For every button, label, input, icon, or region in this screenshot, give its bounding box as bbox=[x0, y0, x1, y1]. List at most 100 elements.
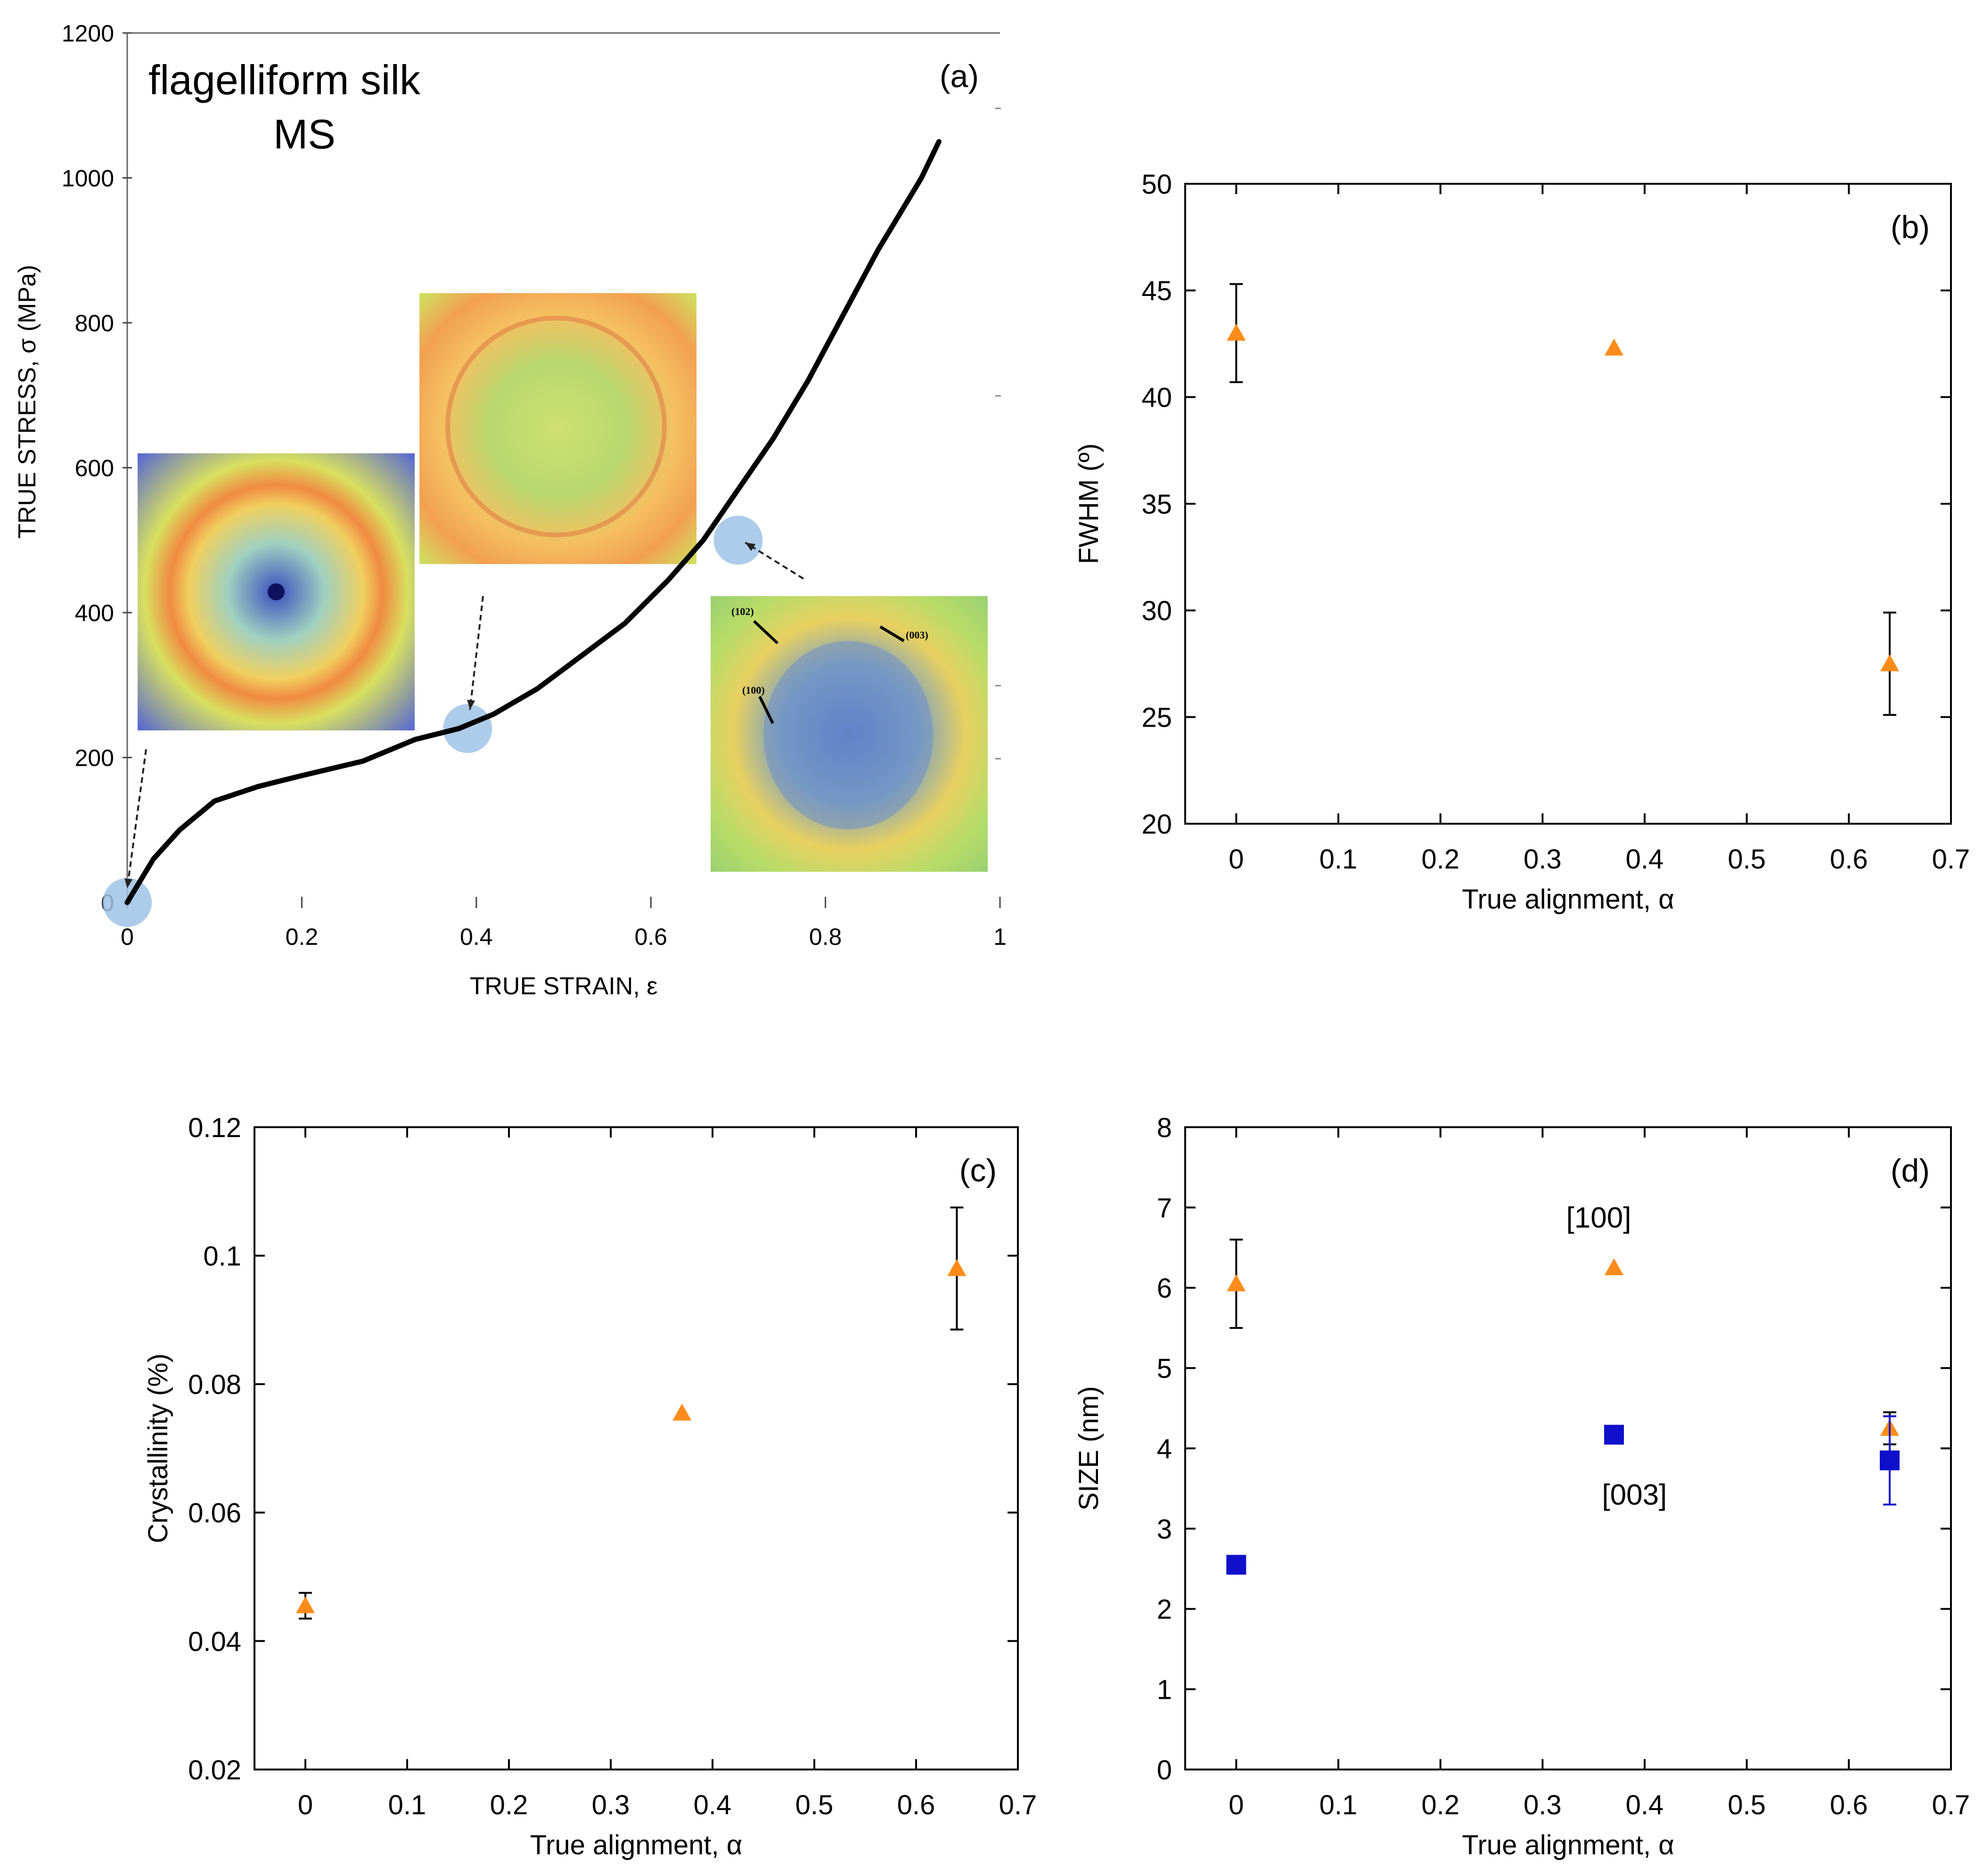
x-tick-label: 0.7 bbox=[999, 1790, 1037, 1820]
data-point-triangle bbox=[1227, 1274, 1246, 1292]
annotation-label: [003] bbox=[1602, 1479, 1667, 1511]
arrow-head bbox=[745, 542, 756, 551]
panel-label: (a) bbox=[940, 58, 979, 94]
x-tick-label: 0.3 bbox=[592, 1790, 630, 1820]
data-point-square bbox=[1226, 1555, 1246, 1575]
x-tick-label: 0.3 bbox=[1524, 1790, 1562, 1820]
panel-label: (c) bbox=[959, 1153, 997, 1188]
highlight-marker bbox=[443, 704, 492, 753]
y-tick-label: 2 bbox=[1157, 1594, 1172, 1625]
y-tick-label: 0.06 bbox=[188, 1498, 241, 1529]
diffraction-core bbox=[763, 641, 933, 829]
x-tick-label: 0.4 bbox=[1626, 844, 1664, 875]
x-tick-label: 0.6 bbox=[897, 1790, 935, 1820]
x-tick-label: 0 bbox=[298, 1790, 313, 1820]
x-tick-label: 0.1 bbox=[388, 1790, 426, 1820]
y-tick-label: 4 bbox=[1157, 1434, 1172, 1464]
chart-panel-c: 0 0.1 0.2 0.3 0.4 0.5 0.6 0.7 0.02 0.04 0.06 0.08 0.… bbox=[143, 1113, 1037, 1860]
x-axis-label: True alignment, α bbox=[530, 1830, 742, 1860]
data-point-triangle bbox=[296, 1596, 315, 1614]
beam-center-dot bbox=[268, 583, 285, 600]
x-tick-label: 0 bbox=[1229, 1790, 1244, 1820]
data-point-triangle bbox=[1227, 323, 1246, 341]
y-tick-label: 0.12 bbox=[188, 1113, 241, 1143]
y-tick-label: 1000 bbox=[62, 165, 114, 192]
x-tick-label: 0.5 bbox=[795, 1790, 834, 1820]
y-tick-label: 35 bbox=[1141, 489, 1172, 520]
arrow-head bbox=[124, 878, 133, 888]
x-tick-label: 0 bbox=[1229, 844, 1244, 875]
data-point-square bbox=[1604, 1425, 1624, 1445]
x-tick-label: 0.5 bbox=[1728, 844, 1766, 875]
y-tick-label: 0.02 bbox=[188, 1755, 241, 1786]
y-tick-label: 800 bbox=[75, 310, 114, 336]
x-tick-label: 1 bbox=[993, 924, 1007, 950]
inset-pointer bbox=[758, 696, 774, 724]
x-tick-label: 0.2 bbox=[1421, 844, 1459, 875]
data-point-triangle bbox=[1605, 338, 1623, 356]
x-tick-label: 0.2 bbox=[286, 924, 319, 950]
panel-label: (d) bbox=[1891, 1153, 1930, 1188]
y-tick-label: 600 bbox=[75, 455, 114, 482]
chart-subtitle: MS bbox=[273, 111, 336, 157]
diffraction-inset-image bbox=[419, 293, 697, 564]
y-axis-label: Crystallinity (%) bbox=[143, 1353, 173, 1543]
y-tick-label: 200 bbox=[75, 745, 114, 771]
x-tick-label: 0.4 bbox=[460, 924, 493, 950]
diffraction-ring bbox=[445, 316, 667, 537]
y-axis-label: FWHM (º) bbox=[1073, 443, 1104, 564]
y-tick-label: 400 bbox=[75, 600, 114, 626]
x-axis-label: TRUE STRAIN, ε bbox=[470, 973, 658, 1000]
dashed-arrow bbox=[126, 749, 147, 889]
y-axis-label: SIZE (nm) bbox=[1073, 1386, 1104, 1510]
y-tick-label: 8 bbox=[1157, 1113, 1172, 1143]
dashed-arrow bbox=[745, 541, 804, 580]
x-tick-label: 0.1 bbox=[1319, 1790, 1358, 1820]
y-tick-label: 1 bbox=[1157, 1675, 1172, 1705]
y-tick-label: 45 bbox=[1141, 276, 1172, 306]
y-tick-label: 0.08 bbox=[188, 1369, 241, 1400]
x-tick-label: 0.6 bbox=[1830, 844, 1868, 875]
x-tick-label: 0 bbox=[121, 924, 134, 950]
stress-strain-curve bbox=[124, 139, 942, 905]
y-axis-label: TRUE STRESS, σ (MPa) bbox=[14, 265, 41, 539]
y-tick-label: 50 bbox=[1141, 169, 1172, 200]
y-tick-label: 40 bbox=[1141, 383, 1172, 413]
x-tick-label: 0.6 bbox=[1830, 1790, 1868, 1820]
x-tick-label: 0.2 bbox=[1421, 1790, 1459, 1820]
x-tick-label: 0.7 bbox=[1932, 844, 1970, 875]
inset-label: (100) bbox=[742, 684, 765, 696]
x-tick-label: 0.7 bbox=[1932, 1790, 1970, 1820]
plot-frame bbox=[254, 1126, 1019, 1770]
y-tick-label: 25 bbox=[1141, 703, 1172, 733]
arrow-head bbox=[467, 699, 475, 710]
dashed-arrow bbox=[469, 596, 484, 710]
annotation-label: [100] bbox=[1566, 1202, 1631, 1234]
x-axis-label: True alignment, α bbox=[1462, 1830, 1674, 1860]
plot-frame bbox=[1184, 183, 1952, 825]
x-tick-label: 0.4 bbox=[1626, 1790, 1664, 1820]
chart-panel-a: 00.20.40.60.81020040060080010001200TRUE … bbox=[14, 20, 1007, 1000]
x-tick-label: 0.1 bbox=[1319, 844, 1358, 875]
inset-pointer bbox=[753, 620, 779, 645]
y-tick-label: 0 bbox=[1157, 1755, 1172, 1786]
y-tick-label: 5 bbox=[1157, 1353, 1172, 1384]
y-tick-label: 0.1 bbox=[203, 1241, 241, 1271]
data-point-triangle bbox=[672, 1403, 692, 1421]
x-tick-label: 0.6 bbox=[634, 924, 667, 950]
data-point-triangle bbox=[1605, 1258, 1623, 1276]
x-tick-label: 0.3 bbox=[1524, 844, 1562, 875]
x-tick-label: 0.5 bbox=[1728, 1790, 1766, 1820]
y-tick-label: 3 bbox=[1157, 1514, 1172, 1545]
x-tick-label: 0.8 bbox=[809, 924, 842, 950]
y-tick-label: 20 bbox=[1141, 809, 1172, 840]
x-axis-label: True alignment, α bbox=[1462, 884, 1674, 915]
data-point-triangle bbox=[1880, 654, 1899, 672]
y-tick-label: 7 bbox=[1157, 1193, 1172, 1223]
y-tick-label: 6 bbox=[1157, 1273, 1172, 1304]
data-point-triangle bbox=[947, 1259, 967, 1276]
panel-label: (b) bbox=[1891, 209, 1930, 245]
y-tick-label: 0.04 bbox=[188, 1626, 241, 1657]
chart-panel-b: 0 0.1 0.2 0.3 0.4 0.5 0.6 0.7 20 25 30 35 40 45 50 True… bbox=[1073, 169, 1970, 915]
